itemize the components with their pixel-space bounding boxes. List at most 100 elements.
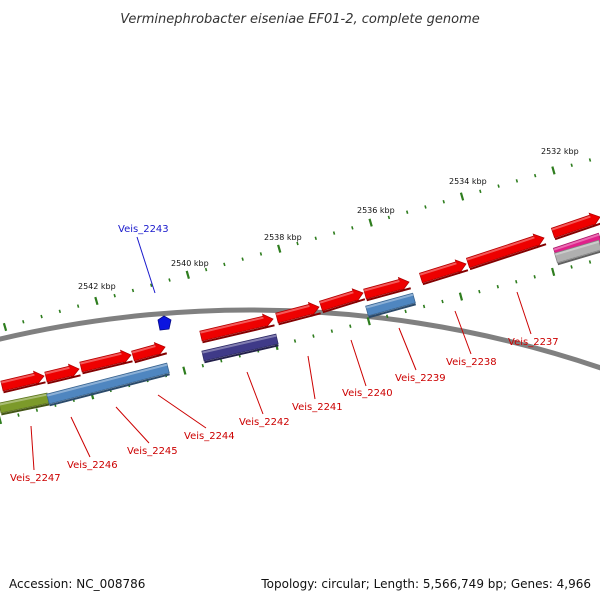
tick-mark xyxy=(201,363,204,368)
leader-line xyxy=(398,327,417,371)
kbp-label: 2534 kbp xyxy=(449,177,487,186)
gene-arrow-veis-2240 xyxy=(319,288,366,314)
leader-line xyxy=(307,355,316,400)
tick-mark xyxy=(185,270,190,279)
purple-feature-bar xyxy=(201,333,279,364)
tick-mark xyxy=(22,320,25,324)
gene-label-group: Veis_2246 xyxy=(67,416,118,471)
gene-features xyxy=(0,212,600,416)
tick-mark xyxy=(330,329,334,333)
tick-mark xyxy=(332,231,336,235)
tick-marks xyxy=(0,158,592,425)
gene-label: Veis_2247 xyxy=(10,473,61,484)
gene-label: Veis_2238 xyxy=(446,357,497,368)
tick-mark xyxy=(386,314,389,319)
tick-mark xyxy=(424,205,427,209)
tick-mark xyxy=(223,262,226,267)
tick-mark xyxy=(40,314,43,319)
leader-line xyxy=(70,416,91,458)
gene-label-group: Veis_2240 xyxy=(342,339,393,399)
tick-mark xyxy=(387,215,391,220)
tick-mark xyxy=(277,244,282,253)
gene-arrow-veis-2239 xyxy=(363,276,411,302)
kbp-label: 2532 kbp xyxy=(541,147,579,156)
gene-arrow-veis-2246 xyxy=(44,363,81,385)
tick-mark xyxy=(405,210,409,214)
gene-arrow-edge xyxy=(550,212,600,241)
tick-mark xyxy=(312,334,315,338)
tick-mark xyxy=(150,283,153,288)
gene-label: Veis_2240 xyxy=(342,388,393,399)
steelblue-feature-bar xyxy=(46,362,170,407)
leader-line xyxy=(136,236,156,294)
tick-mark xyxy=(76,304,80,308)
gene-label: Veis_2242 xyxy=(239,417,290,428)
gene-label: Veis_2243 xyxy=(118,224,169,235)
kbp-label: 2538 kbp xyxy=(264,233,302,242)
inner-tick-track xyxy=(0,260,592,425)
tick-mark xyxy=(515,179,519,183)
gene-label: Veis_2246 xyxy=(67,460,118,471)
gene-label-group: Veis_2241 xyxy=(292,355,343,413)
tick-mark xyxy=(131,288,135,293)
tick-mark xyxy=(17,413,20,417)
gene-arrow-veis-2237 xyxy=(465,233,547,271)
tick-mark xyxy=(442,199,445,204)
tick-mark xyxy=(351,226,354,230)
kbp-label: 2542 kbp xyxy=(78,282,116,291)
tick-mark xyxy=(496,284,499,289)
tick-mark xyxy=(366,317,371,326)
gene-arrow-veis-2244 xyxy=(131,342,168,364)
tick-mark xyxy=(533,275,536,279)
tick-mark xyxy=(241,257,244,261)
tick-mark xyxy=(459,192,465,201)
tick-mark xyxy=(551,267,556,277)
tick-mark xyxy=(533,173,537,178)
tick-mark xyxy=(204,267,208,272)
gene-arrow-veis-2238 xyxy=(419,259,469,286)
accession-text: Accession: NC_008786 xyxy=(9,577,146,591)
leader-line xyxy=(30,425,35,471)
tick-mark xyxy=(0,415,3,425)
gene-labels: Veis_2243Veis_2237Veis_2238Veis_2239Veis… xyxy=(10,224,559,484)
kbp-label: 2536 kbp xyxy=(357,206,395,215)
gene-label: Veis_2241 xyxy=(292,402,343,413)
steelblue-feature-bar-2 xyxy=(365,292,416,319)
tick-mark xyxy=(497,184,500,188)
gene-label-group: Veis_2247 xyxy=(10,425,61,484)
kbp-label: 2540 kbp xyxy=(171,259,209,268)
tick-mark xyxy=(515,279,518,284)
tick-mark xyxy=(293,339,297,343)
leader-line xyxy=(454,310,472,355)
tick-mark xyxy=(113,293,116,298)
gene-label-group: Veis_2239 xyxy=(395,327,446,384)
tick-mark xyxy=(441,299,444,304)
gene-label: Veis_2239 xyxy=(395,373,446,384)
tick-mark xyxy=(259,252,263,256)
tick-mark xyxy=(314,236,317,241)
tick-mark xyxy=(94,296,99,306)
leader-line xyxy=(115,406,150,444)
tick-mark xyxy=(478,289,481,294)
tick-mark xyxy=(422,304,426,309)
tick-mark xyxy=(220,358,223,363)
leader-line xyxy=(246,371,264,415)
tick-mark xyxy=(368,218,373,227)
tick-mark xyxy=(35,408,39,412)
blue-marker-veis-2243 xyxy=(157,315,172,331)
tick-mark xyxy=(168,278,171,282)
gene-label: Veis_2244 xyxy=(184,431,235,442)
tick-mark xyxy=(479,189,482,194)
outer-tick-track xyxy=(2,158,592,332)
leader-line xyxy=(516,291,532,335)
gene-label-group: Veis_2242 xyxy=(239,371,290,428)
gene-arrow-veis-2245 xyxy=(79,349,133,375)
gene-arrow-veis-2241 xyxy=(275,301,321,326)
gene-label-group: Veis_2237 xyxy=(508,291,559,348)
gray-feature-bar xyxy=(554,239,600,266)
genome-backbone xyxy=(0,307,600,371)
tick-mark xyxy=(404,309,407,314)
gene-label-group: Veis_2238 xyxy=(446,310,497,368)
tick-mark xyxy=(296,241,299,246)
